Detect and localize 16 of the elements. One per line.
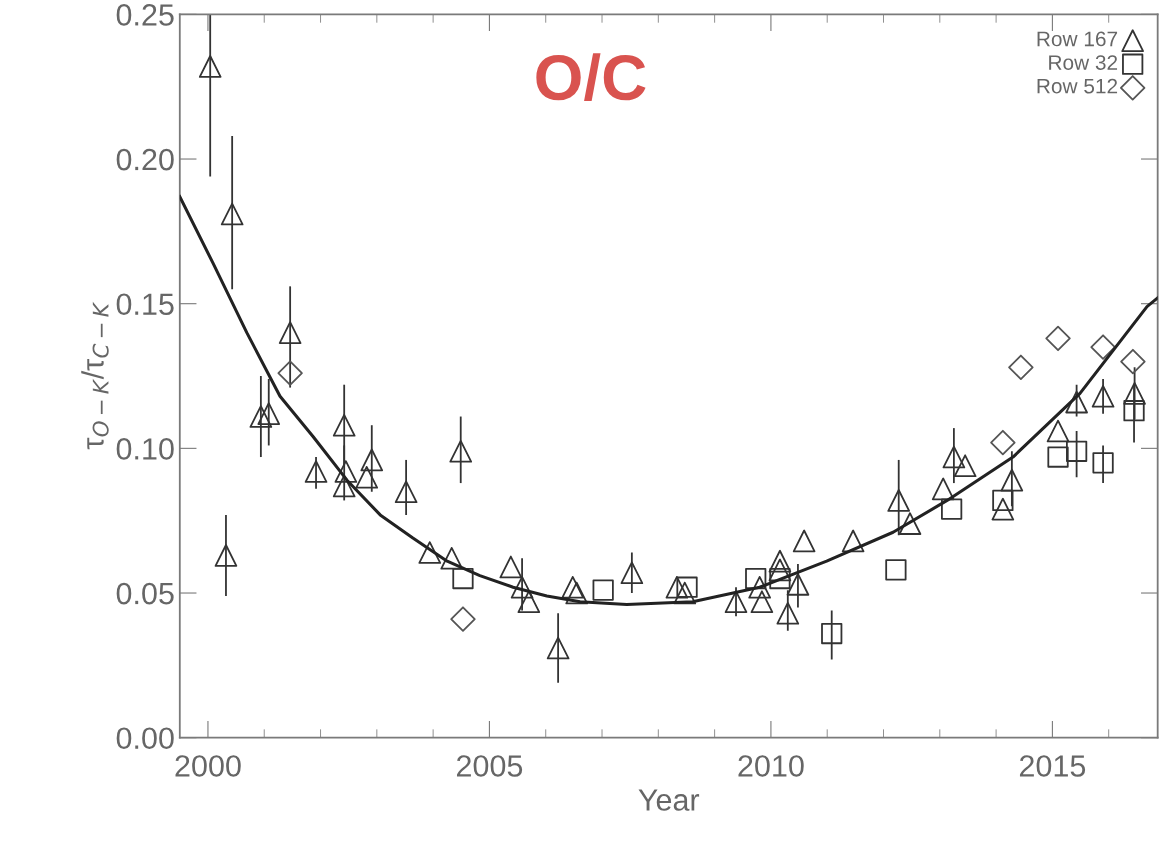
legend-label: Row 167 bbox=[1037, 31, 1118, 47]
x-tick-label: 2010 bbox=[738, 755, 804, 777]
y-axis-title: τ$_{O−K}$/τ$_{C−K}$ bbox=[81, 301, 109, 450]
legend-label: Row 512 bbox=[1037, 78, 1118, 94]
annotation: O/C bbox=[536, 53, 646, 101]
legend-label: Row 32 bbox=[1049, 55, 1118, 70]
y-tick-label: 0.15 bbox=[116, 293, 174, 316]
y-tick-label: 0.00 bbox=[116, 727, 174, 750]
x-tick-label: 2005 bbox=[456, 755, 523, 777]
x-axis-title: Year bbox=[638, 789, 700, 811]
y-tick-label: 0.20 bbox=[116, 148, 174, 171]
y-tick-label: 0.05 bbox=[116, 582, 174, 605]
x-tick-label: 2015 bbox=[1019, 755, 1086, 777]
y-tick-label: 0.10 bbox=[116, 438, 174, 460]
x-tick-label: 2000 bbox=[175, 755, 241, 777]
y-tick-label: 0.25 bbox=[116, 4, 174, 26]
